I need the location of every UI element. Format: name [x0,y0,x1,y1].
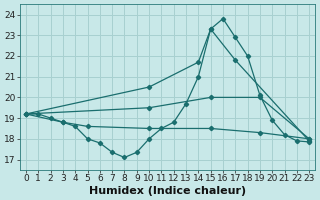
X-axis label: Humidex (Indice chaleur): Humidex (Indice chaleur) [89,186,246,196]
